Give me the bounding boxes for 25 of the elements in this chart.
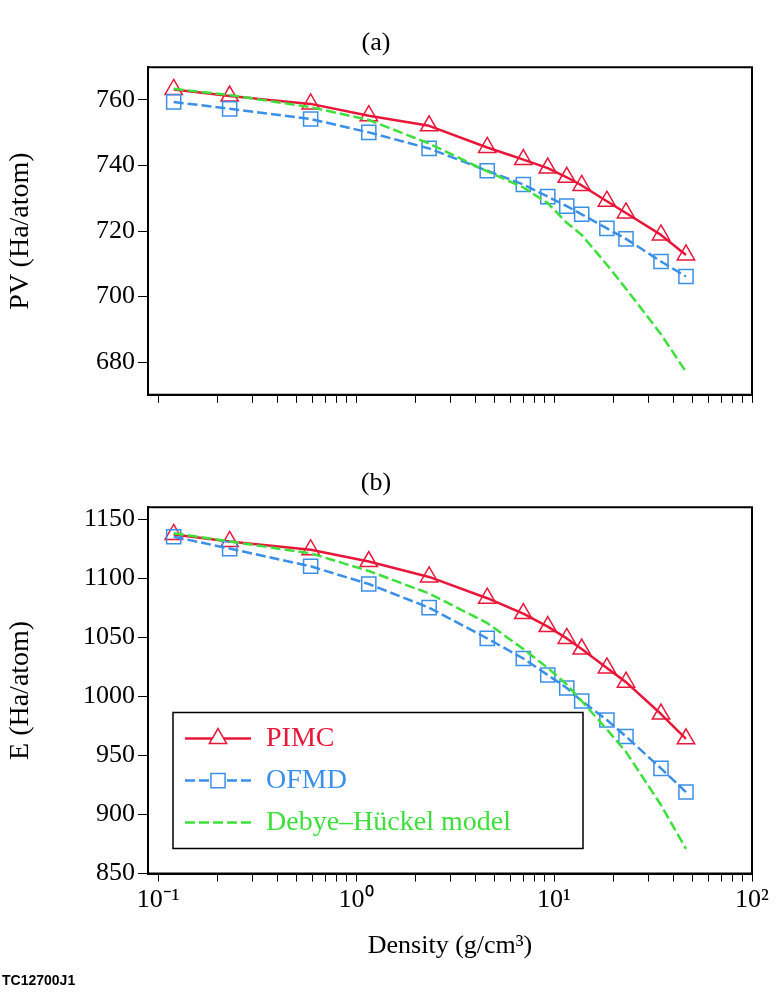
text: TC12700J1 <box>2 972 76 988</box>
legend-label: PIMC <box>266 720 335 752</box>
chart-title: (a) <box>361 27 391 57</box>
y-tick-label: 740 <box>96 149 135 179</box>
y-tick-label: 720 <box>96 214 135 244</box>
y-tick-label: 680 <box>96 345 135 375</box>
chart-title: (b) <box>360 467 392 497</box>
x-tick-label: 10² <box>735 884 770 914</box>
x-tick-label: 10¹ <box>537 884 571 914</box>
y-tick-label: 1000 <box>83 680 135 710</box>
x-axis-title: Density (g/cm³) <box>367 930 533 960</box>
x-tick-label: 10⁰ <box>338 884 374 914</box>
y-tick-label: 1050 <box>83 621 135 651</box>
y-tick-label: 700 <box>96 280 135 310</box>
y-tick-label: 1100 <box>83 561 135 591</box>
legend-label: Debye–Hückel model <box>266 804 512 836</box>
y-tick-label: 900 <box>96 798 135 828</box>
legend-label: OFMD <box>266 762 347 794</box>
y-axis-title: E (Ha/atom) <box>3 620 35 760</box>
y-tick-label: 760 <box>96 83 135 113</box>
y-axis-title: PV (Ha/atom) <box>3 152 35 310</box>
y-tick-label: 950 <box>96 739 135 769</box>
x-tick-label: 10⁻¹ <box>136 884 180 914</box>
y-tick-label: 1150 <box>83 502 135 532</box>
y-tick-label: 850 <box>96 857 135 887</box>
